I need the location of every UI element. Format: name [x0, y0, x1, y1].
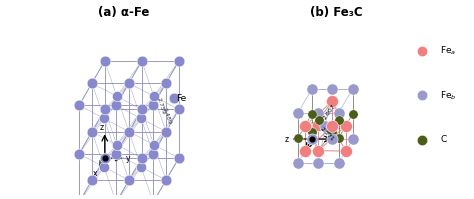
Text: 2.571: 2.571 — [319, 126, 335, 142]
Title: (a) α-Fe: (a) α-Fe — [98, 6, 149, 19]
Text: x: x — [305, 149, 309, 159]
Point — [162, 179, 170, 182]
Point — [349, 112, 356, 115]
Text: Fe: Fe — [176, 94, 187, 102]
Point — [308, 137, 316, 140]
Point — [175, 59, 182, 62]
Point — [149, 152, 157, 155]
Point — [328, 125, 336, 128]
Point — [308, 112, 316, 115]
Point — [100, 117, 108, 120]
Point — [315, 162, 322, 165]
Point — [308, 130, 316, 134]
Point — [149, 104, 157, 107]
Point — [349, 137, 356, 140]
Point — [75, 104, 83, 107]
Point — [125, 82, 133, 85]
Point — [100, 165, 108, 169]
Point — [138, 59, 146, 62]
Text: 2.759: 2.759 — [155, 97, 165, 115]
Point — [335, 137, 342, 140]
Point — [137, 117, 145, 120]
Point — [328, 87, 336, 90]
Point — [342, 124, 349, 128]
Point — [101, 59, 109, 62]
Point — [137, 165, 145, 169]
Point — [88, 82, 96, 85]
Point — [335, 162, 342, 165]
Point — [308, 137, 316, 140]
Point — [101, 108, 109, 111]
Point — [315, 149, 322, 152]
Point — [294, 162, 302, 165]
Point — [175, 156, 182, 160]
Text: Fe$_a$: Fe$_a$ — [440, 45, 456, 57]
Point — [170, 97, 177, 100]
Point — [162, 82, 170, 85]
Point — [125, 179, 133, 182]
Point — [113, 143, 121, 146]
Point — [294, 137, 302, 140]
Point — [112, 152, 120, 155]
Point — [315, 111, 322, 114]
Text: 2.007: 2.007 — [322, 103, 336, 121]
Point — [88, 179, 96, 182]
Point — [328, 100, 336, 103]
Point — [342, 149, 349, 153]
Point — [138, 156, 146, 160]
Point — [125, 130, 133, 133]
Point — [113, 95, 121, 98]
Point — [315, 118, 322, 121]
Text: y: y — [126, 154, 130, 163]
Point — [101, 156, 109, 160]
Point — [301, 149, 309, 153]
Point — [101, 156, 109, 160]
Text: z: z — [285, 136, 289, 144]
Point — [112, 104, 120, 107]
Point — [150, 143, 158, 146]
Point — [75, 152, 83, 155]
Text: x: x — [92, 169, 97, 178]
Point — [335, 118, 343, 121]
Point — [321, 124, 329, 128]
Point — [328, 137, 336, 140]
Point — [150, 95, 158, 98]
Point — [138, 108, 146, 111]
Point — [301, 124, 309, 128]
Text: 2.489: 2.489 — [161, 107, 172, 126]
Point — [294, 111, 302, 114]
Point — [335, 111, 342, 114]
Point — [162, 130, 170, 133]
Point — [308, 87, 316, 90]
Text: Fe$_b$: Fe$_b$ — [440, 89, 456, 101]
Point — [175, 108, 182, 111]
Point — [88, 130, 96, 133]
Title: (b) Fe₃C: (b) Fe₃C — [310, 6, 363, 19]
Text: z: z — [100, 123, 103, 132]
Text: C: C — [440, 135, 447, 144]
Text: y: y — [333, 135, 337, 143]
Point — [349, 87, 356, 90]
Point — [328, 130, 336, 134]
Point — [315, 124, 322, 127]
